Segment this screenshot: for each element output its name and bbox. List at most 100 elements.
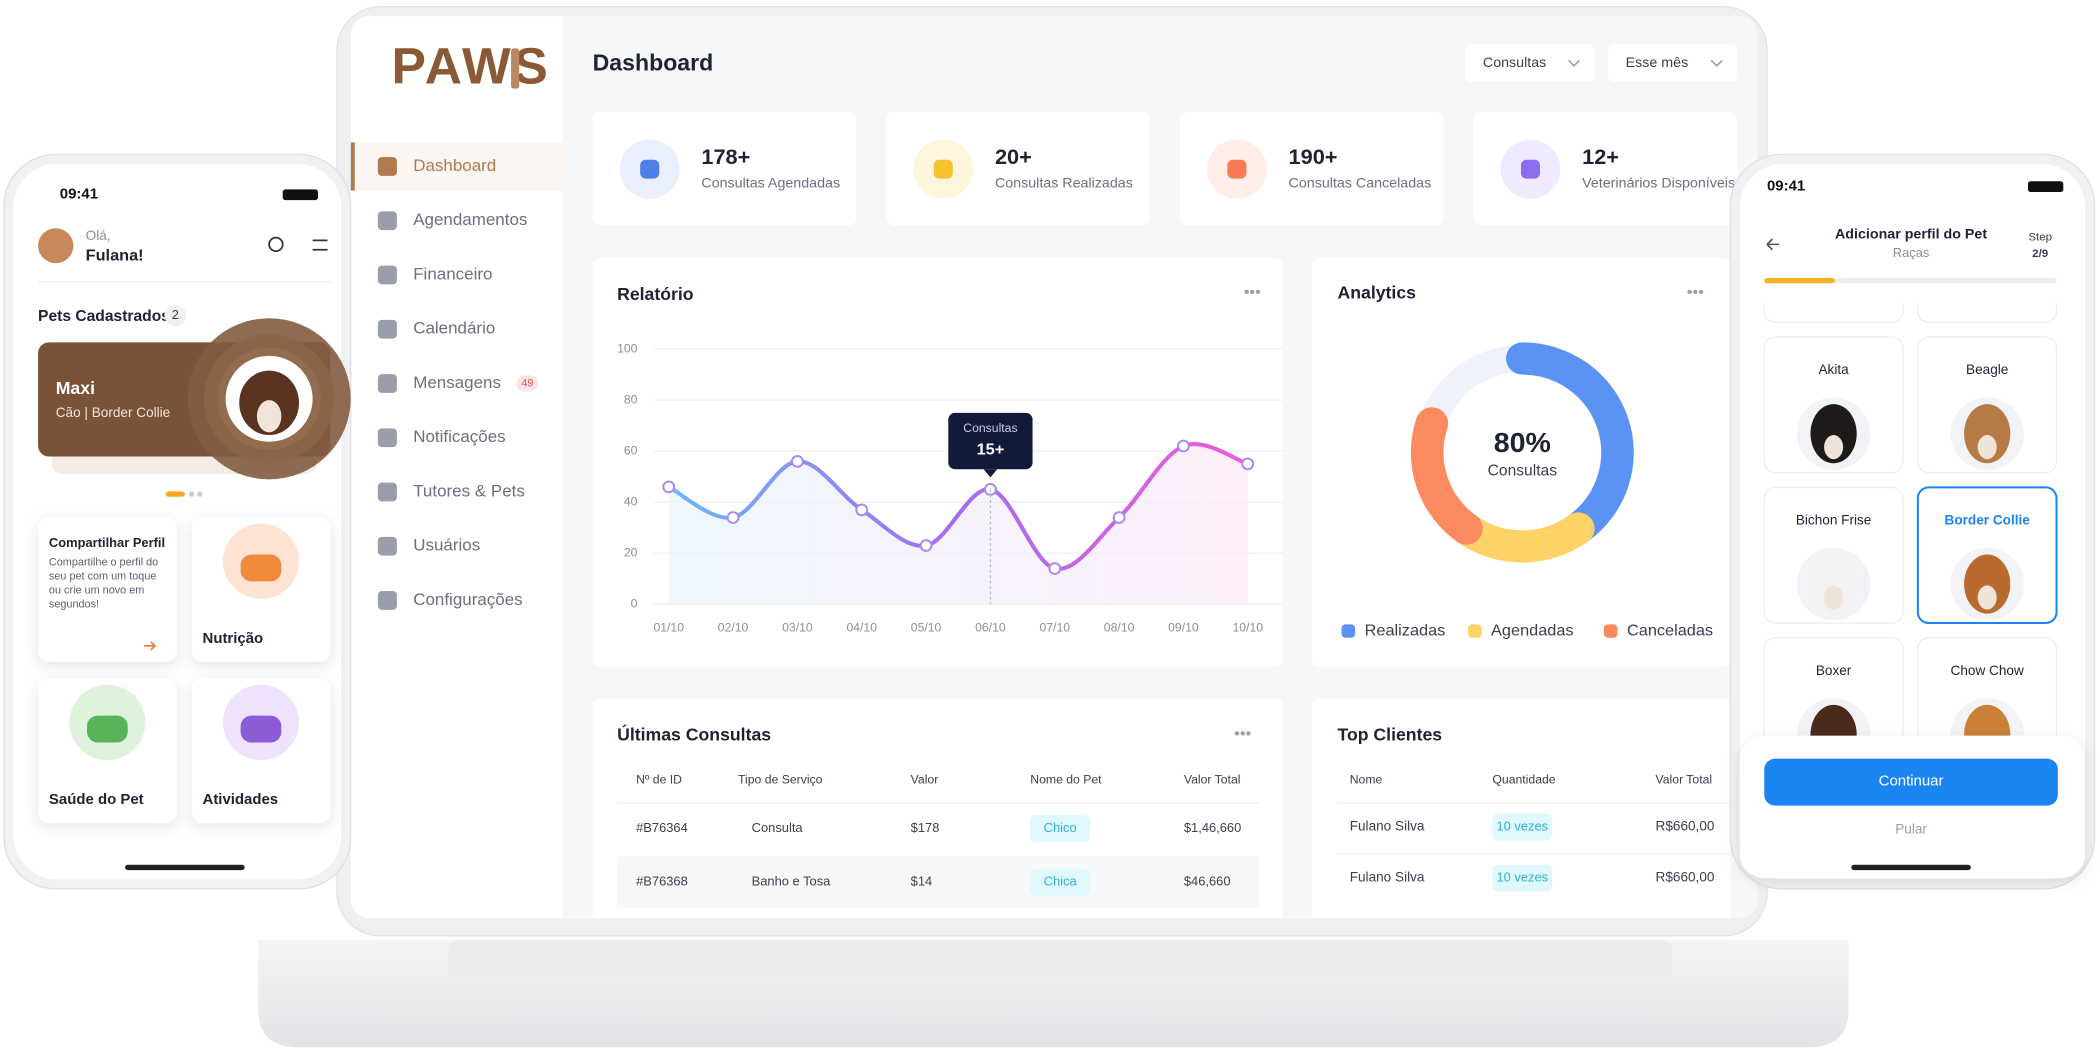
x-tick-label: 05/10 (911, 621, 942, 635)
breed-card[interactable] (1763, 637, 1904, 774)
legend-label: Canceladas (1627, 621, 1713, 639)
analytics-card (1311, 257, 1731, 668)
stat-value: 12+ (1582, 144, 1619, 169)
status-icons (282, 189, 319, 201)
x-tick-label: 02/10 (718, 621, 749, 635)
step-label: Step (2028, 232, 2052, 244)
x-tick-label: 08/10 (1104, 621, 1135, 635)
point (1241, 457, 1255, 471)
menu-icon (377, 211, 397, 231)
card-title: Top Clientes (1337, 725, 1442, 745)
card-title: Saúde do Pet (49, 792, 144, 808)
row-bg (617, 856, 1259, 908)
status-time: 09:41 (1767, 179, 1805, 195)
y-tick-label: 100 (617, 341, 638, 355)
menu-icon (377, 428, 397, 448)
count: 2 (172, 307, 179, 322)
breed-card[interactable] (1917, 637, 2058, 774)
back-arrow[interactable] (1766, 238, 1780, 251)
skip-link[interactable]: Pular (1895, 821, 1927, 836)
pager-dot (197, 491, 203, 497)
x-tick-label: 07/10 (1039, 621, 1070, 635)
more: ••• (1687, 283, 1704, 301)
y-tick-label: 20 (624, 545, 638, 559)
column-header: Valor Total (1656, 772, 1713, 786)
menu-item[interactable]: Dashboard (413, 156, 496, 175)
legend-swatch (1603, 624, 1618, 638)
cell: Consulta (752, 820, 804, 835)
menu-item[interactable]: Financeiro (413, 265, 492, 284)
home-indicator (125, 864, 245, 871)
x-tick-label: 10/10 (1232, 621, 1263, 635)
stat-label: Consultas Realizadas (995, 176, 1133, 192)
y-tick-label: 60 (624, 443, 638, 457)
continue-button[interactable] (1764, 758, 2058, 806)
screen-title: Adicionar perfil do Pet (1835, 227, 1987, 243)
pet-name: Maxi (56, 378, 95, 398)
column-header: Nome (1350, 772, 1383, 786)
dog-muzzle (1824, 585, 1844, 610)
breed-name: Boxer (1816, 663, 1852, 678)
card-title: Relatório (617, 284, 694, 304)
pet-pill (1030, 815, 1091, 842)
column-header: Valor Total (1184, 772, 1241, 786)
arrow (144, 641, 157, 651)
breed-name: Border Collie (1945, 513, 2031, 528)
donut-segment (1410, 407, 1483, 545)
menu-icon (377, 591, 397, 610)
count-badge (164, 304, 187, 327)
card-title: Atividades (203, 792, 279, 808)
filter[interactable] (1607, 44, 1738, 82)
point (1176, 439, 1190, 453)
breed-name: Beagle (1966, 362, 2008, 377)
menu-item[interactable]: Calendário (413, 319, 495, 338)
share-card[interactable] (38, 516, 177, 662)
menu-badge (516, 375, 539, 392)
search-icon[interactable] (268, 236, 284, 252)
tooltip-value: 15+ (977, 441, 1005, 459)
menu-item[interactable]: Mensagens (413, 373, 501, 392)
button-label: Continuar (1879, 773, 1944, 789)
legend-swatch (1341, 624, 1356, 638)
keyboard (448, 939, 1672, 978)
pet-name: Chica (1044, 874, 1078, 889)
menu-item[interactable]: Configurações (413, 590, 522, 609)
status-time: 09:41 (60, 187, 98, 203)
card-title: Últimas Consultas (617, 724, 771, 745)
user-name: Fulana! (86, 247, 144, 265)
cell: Banho e Tosa (752, 874, 832, 889)
avatar (38, 228, 74, 264)
dog (1964, 554, 2011, 614)
breed-name: Bichon Frise (1796, 513, 1871, 528)
stat-value: 20+ (995, 144, 1032, 169)
legend-swatch (1467, 624, 1482, 638)
laptop-screen: PAWS Dashboard Agendamentos Financeiro Calen… (350, 16, 1758, 919)
dog-muzzle (1977, 585, 1997, 610)
dog-muzzle (1977, 435, 1997, 460)
menu-item[interactable]: Usuários (413, 536, 480, 555)
progress-fill (1764, 277, 1835, 284)
cell: $1,46,660 (1184, 820, 1241, 835)
pet-name: Chico (1044, 820, 1077, 835)
point (855, 503, 869, 517)
dog-muzzle (1824, 435, 1844, 460)
cell: R$660,00 (1656, 870, 1715, 885)
stat-label: Consultas Agendadas (701, 176, 840, 192)
menu-item[interactable]: Notificações (413, 427, 505, 446)
chevron (1567, 59, 1580, 67)
menu-item[interactable]: Agendamentos (413, 210, 527, 229)
line (667, 442, 1249, 571)
stat-label: Consultas Canceladas (1289, 176, 1432, 192)
menu-icon (377, 157, 397, 176)
progress-track (1764, 277, 2057, 284)
breed-grid: Akita Beagle Bichon Frise Border Collie Boxe… (1763, 303, 2058, 774)
menu-icon (377, 374, 397, 393)
cell: $14 (911, 874, 933, 889)
menu-item[interactable]: Tutores & Pets (413, 481, 525, 500)
x-tick-label: 09/10 (1168, 621, 1199, 635)
section-title: Pets Cadastrados (38, 308, 170, 325)
y-tick-label: 40 (624, 494, 638, 508)
point (726, 511, 740, 524)
filter[interactable] (1465, 44, 1595, 82)
